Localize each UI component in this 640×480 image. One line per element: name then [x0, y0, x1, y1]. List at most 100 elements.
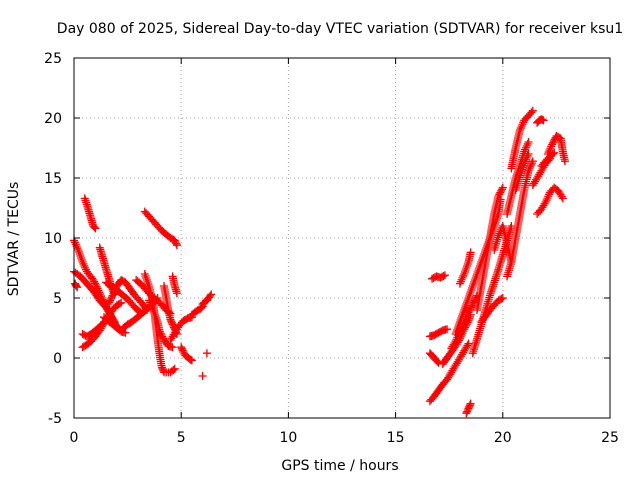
- series-arc-20: [187, 302, 207, 319]
- data-point: [498, 183, 507, 192]
- y-tick-label: 15: [44, 171, 62, 187]
- data-point: [439, 272, 448, 280]
- data-point: [149, 306, 158, 314]
- data-point: [147, 302, 156, 311]
- data-point: [557, 192, 566, 201]
- data-point: [155, 327, 164, 336]
- data-point: [440, 271, 449, 280]
- data-point: [92, 282, 101, 291]
- data-point: [454, 322, 463, 330]
- data-point: [469, 280, 478, 288]
- data-point: [539, 116, 548, 125]
- data-point: [80, 194, 89, 203]
- series-arc-45: [537, 148, 559, 170]
- data-point: [458, 312, 467, 320]
- data-point: [548, 140, 557, 149]
- data-point: [156, 329, 165, 338]
- data-point: [523, 139, 532, 148]
- data-point: [465, 306, 474, 315]
- data-point: [466, 288, 475, 296]
- series-arc-32: [462, 399, 475, 418]
- data-point: [455, 318, 464, 326]
- series-arc-09: [104, 276, 151, 314]
- y-tick-label: 10: [44, 231, 62, 247]
- data-point: [144, 280, 153, 288]
- data-point: [522, 141, 531, 150]
- data-point: [463, 296, 472, 304]
- series-arc-16: [160, 282, 181, 338]
- data-point: [75, 248, 84, 256]
- data-point: [521, 157, 530, 166]
- data-point: [197, 303, 206, 312]
- data-point: [468, 282, 477, 290]
- data-point: [142, 274, 151, 282]
- data-point: [527, 108, 536, 117]
- data-point: [453, 333, 462, 342]
- data-point: [527, 161, 536, 170]
- data-point: [517, 122, 526, 131]
- data-point: [464, 294, 473, 302]
- data-point: [461, 302, 470, 310]
- data-point: [558, 194, 567, 203]
- data-point: [460, 304, 469, 312]
- data-point: [541, 198, 550, 206]
- data-point: [452, 335, 461, 344]
- data-point: [521, 155, 530, 164]
- series-arc-13: [140, 207, 181, 250]
- series-arc-34: [473, 183, 507, 314]
- data-point: [453, 326, 462, 334]
- series-arc-44: [543, 132, 569, 166]
- data-point: [115, 299, 124, 308]
- data-point: [556, 190, 565, 199]
- data-point: [443, 325, 452, 334]
- data-point: [516, 124, 525, 133]
- series-arc-21: [198, 372, 207, 380]
- data-point: [522, 153, 531, 162]
- series-arc-39: [507, 106, 537, 173]
- series-arc-31: [455, 248, 475, 288]
- series-arc-37: [503, 157, 537, 281]
- data-point: [518, 120, 527, 129]
- data-point: [542, 196, 551, 205]
- data-point: [515, 171, 524, 180]
- data-point: [79, 259, 88, 268]
- data-point: [450, 339, 459, 347]
- data-point: [472, 272, 481, 280]
- data-point: [468, 284, 477, 292]
- data-point: [75, 250, 84, 258]
- data-point: [458, 310, 467, 318]
- data-point: [517, 167, 526, 176]
- data-point: [77, 254, 86, 262]
- series-arc-26: [425, 349, 443, 367]
- data-point: [451, 337, 460, 346]
- series-arc-03: [71, 279, 82, 292]
- data-point: [463, 262, 472, 270]
- data-point: [452, 328, 461, 336]
- series-arc-23: [198, 290, 216, 308]
- data-point: [81, 263, 90, 272]
- data-point: [145, 296, 154, 305]
- series-arc-19: [177, 343, 196, 365]
- data-point: [106, 294, 115, 303]
- data-point: [497, 294, 506, 303]
- data-point: [152, 314, 161, 322]
- data-point: [465, 292, 474, 300]
- data-point: [109, 289, 118, 298]
- data-point: [495, 190, 504, 199]
- data-point: [433, 357, 442, 366]
- data-point: [71, 240, 80, 249]
- data-point: [520, 159, 529, 168]
- data-point: [456, 277, 465, 286]
- series-arc-27: [425, 339, 473, 406]
- data-point: [515, 126, 524, 134]
- data-point: [521, 145, 530, 154]
- data-point: [546, 144, 555, 153]
- data-point: [460, 268, 469, 276]
- data-point: [519, 161, 528, 170]
- x-axis-label: GPS time / hours: [281, 458, 398, 474]
- data-point: [548, 150, 557, 158]
- data-point: [461, 266, 470, 274]
- data-point: [170, 364, 179, 373]
